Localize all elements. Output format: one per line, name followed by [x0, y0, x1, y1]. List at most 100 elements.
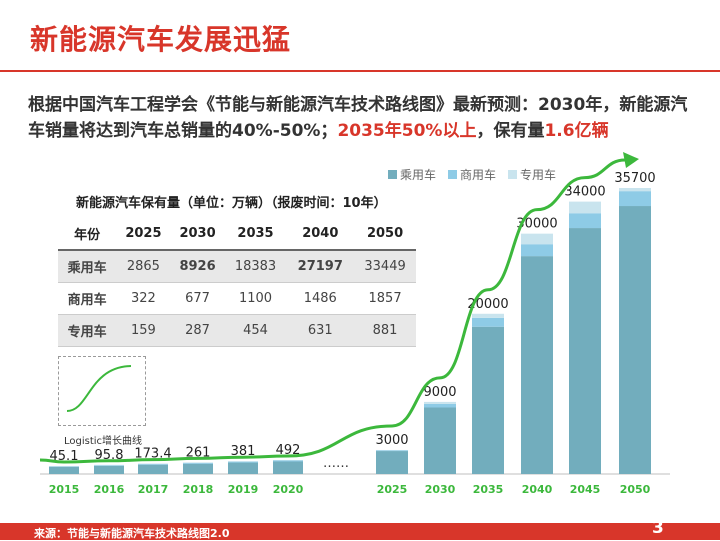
bar-segment-商用车 [569, 213, 601, 229]
table-cell: 322 [116, 282, 171, 315]
legend-label: 商用车 [460, 167, 496, 182]
trend-curve [39, 158, 626, 464]
x-tick-label: 2040 [522, 483, 553, 496]
trend-arrowhead-icon [623, 152, 639, 168]
bar-total-label: 35700 [614, 171, 655, 186]
intro-highlight-stock: 1.6亿辆 [544, 121, 609, 141]
table-cell: 8926 [170, 250, 225, 283]
table-header-cell: 2035 [224, 218, 287, 251]
x-tick-label: 2016 [94, 483, 125, 496]
bar-total-label: 20000 [467, 297, 508, 312]
bar-segment-商用车 [138, 463, 168, 465]
bar-segment-商用车 [49, 466, 79, 467]
bar-segment-乘用车 [273, 461, 303, 474]
bar-segment-专用车 [94, 464, 124, 466]
source-note: 来源：节能与新能源汽车技术路线图2.0 [34, 527, 230, 540]
ownership-table: 年份 2025 2030 2035 2040 2050 乘用车 2865 892… [58, 218, 416, 347]
axis-gap-ellipsis: …… [323, 456, 349, 471]
legend-swatch [448, 170, 457, 179]
bar-segment-乘用车 [424, 407, 456, 474]
bar-segment-乘用车 [94, 465, 124, 474]
table-cell: 33449 [354, 250, 416, 283]
table-cell: 631 [286, 314, 355, 347]
x-tick-label: 2015 [49, 483, 80, 496]
table-cell: 159 [116, 314, 171, 347]
table-row-label: 乘用车 [58, 250, 117, 283]
bar-total-label: 34000 [564, 185, 605, 200]
table-cell: 287 [170, 314, 225, 347]
bar-segment-乘用车 [472, 326, 504, 474]
bar-total-label: 3000 [375, 433, 408, 448]
bar-segment-专用车 [424, 401, 456, 404]
table-row-passenger: 乘用车 2865 8926 18383 27197 33449 [58, 250, 416, 283]
x-tick-label: 2019 [228, 483, 259, 496]
slide-title: 新能源汽车发展迅猛 [30, 23, 292, 56]
table-cell: 1100 [224, 282, 287, 315]
bar-segment-乘用车 [228, 462, 258, 474]
table-header-cell: 2040 [286, 218, 355, 251]
intro-paragraph: 根据中国汽车工程学会《节能与新能源汽车技术路线图》最新预测：2030年，新能源汽… [28, 92, 698, 144]
bar-segment-专用车 [472, 313, 504, 318]
bar-total-label: 492 [276, 443, 301, 458]
legend-label: 专用车 [520, 167, 556, 182]
x-tick-label: 2035 [473, 483, 504, 496]
bar-segment-乘用车 [376, 451, 408, 474]
bar-segment-专用车 [228, 461, 258, 462]
table-cell: 1857 [354, 282, 416, 315]
page-number: 3 [652, 518, 664, 538]
bar-segment-专用车 [619, 188, 651, 192]
bar-total-label: 381 [231, 444, 256, 459]
x-tick-label: 2018 [183, 483, 214, 496]
intro-text: 根据中国汽车工程学会《节能与新能源汽车技术路线图》最新预测：2030年，新能源汽… [28, 95, 688, 141]
logistic-curve-inset [58, 356, 146, 426]
table-title: 新能源汽车保有量（单位：万辆）（报废时间：10年） [76, 196, 387, 211]
table-header-cell: 年份 [58, 218, 117, 251]
bar-segment-乘用车 [183, 463, 213, 474]
bar-segment-专用车 [49, 466, 79, 467]
table-cell: 2865 [116, 250, 171, 283]
bar-segment-乘用车 [569, 228, 601, 474]
table-cell: 454 [224, 314, 287, 347]
table-cell: 677 [170, 282, 225, 315]
table-cell: 881 [354, 314, 416, 347]
bar-segment-商用车 [228, 461, 258, 463]
table-cell: 1486 [286, 282, 355, 315]
table-row-label: 商用车 [58, 282, 117, 315]
bar-segment-专用车 [376, 449, 408, 451]
table-header-row: 年份 2025 2030 2035 2040 2050 [58, 218, 416, 251]
bar-total-label: 9000 [423, 385, 456, 400]
intro-text-mid: ，保有量 [476, 121, 545, 141]
bar-segment-乘用车 [49, 466, 79, 474]
footer-bar [0, 523, 720, 540]
table-cell: 27197 [286, 250, 355, 283]
bar-segment-商用车 [472, 317, 504, 327]
bar-total-label: 173.4 [134, 447, 171, 462]
logistic-curve-icon [66, 365, 132, 412]
table-row-commercial: 商用车 322 677 1100 1486 1857 [58, 282, 416, 315]
table-header-cell: 2025 [116, 218, 171, 251]
bar-segment-商用车 [273, 460, 303, 462]
table-row-special: 专用车 159 287 454 631 881 [58, 314, 416, 347]
bar-segment-乘用车 [521, 256, 553, 474]
bar-segment-专用车 [183, 462, 213, 463]
bar-total-label: 261 [186, 445, 211, 460]
x-tick-label: 2045 [570, 483, 601, 496]
bar-segment-乘用车 [138, 464, 168, 474]
title-divider [0, 70, 720, 72]
table-row-label: 专用车 [58, 314, 117, 347]
x-tick-label: 2025 [377, 483, 408, 496]
table-header-cell: 2030 [170, 218, 225, 251]
bar-segment-专用车 [521, 233, 553, 245]
legend-swatch [388, 170, 397, 179]
bar-segment-商用车 [619, 191, 651, 207]
bar-segment-商用车 [424, 403, 456, 408]
bar-segment-商用车 [376, 450, 408, 452]
logistic-curve-label: Logistic增长曲线 [64, 436, 143, 447]
legend-label: 乘用车 [400, 167, 436, 182]
intro-highlight-share: 2035年50%以上 [337, 121, 477, 141]
bar-segment-商用车 [183, 462, 213, 464]
legend-swatch [508, 170, 517, 179]
bar-total-label: 30000 [516, 217, 557, 232]
bar-total-label: 95.8 [95, 448, 124, 463]
